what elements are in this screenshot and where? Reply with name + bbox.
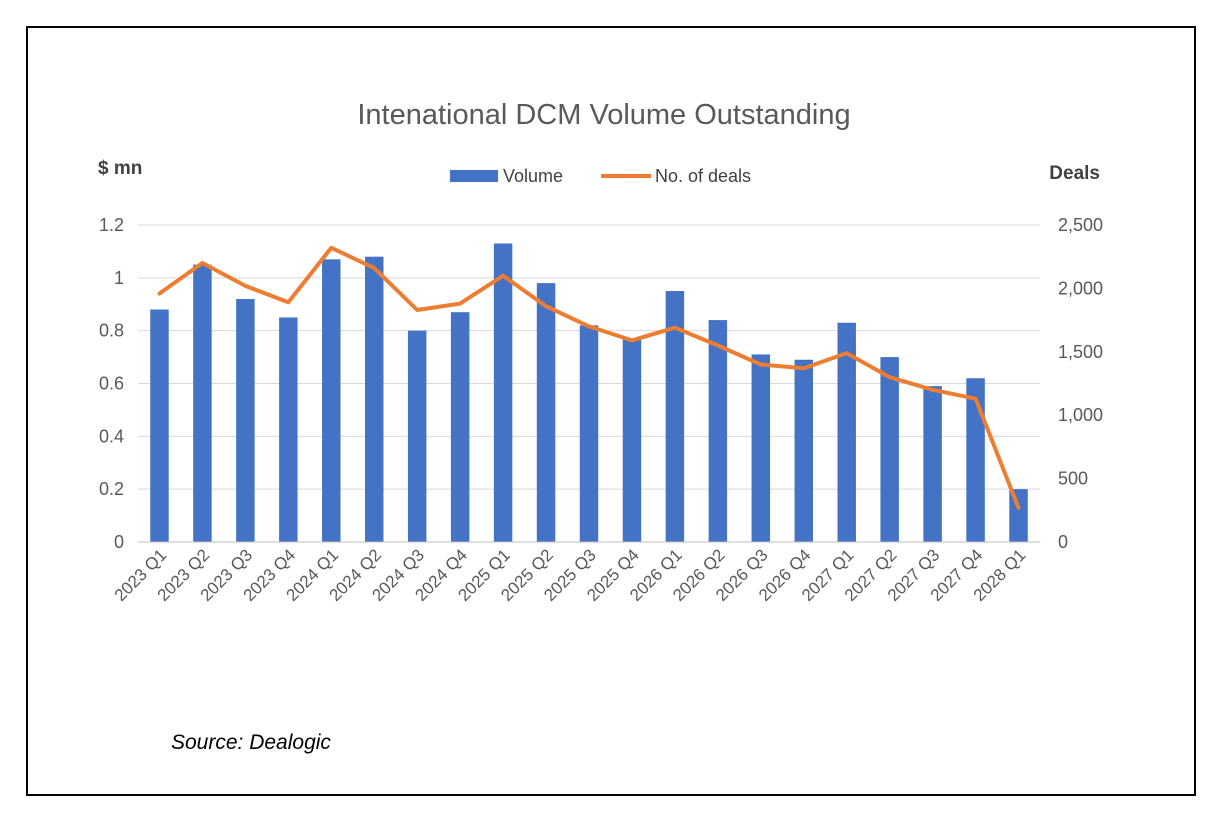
volume-bar bbox=[751, 354, 771, 542]
volume-bar bbox=[622, 338, 642, 542]
legend-volume-swatch bbox=[450, 170, 498, 182]
volume-bar bbox=[837, 322, 856, 542]
y-left-tick-label: 0.6 bbox=[99, 374, 124, 394]
y-left-tick-label: 0.2 bbox=[99, 479, 124, 499]
y-right-tick-label: 1,000 bbox=[1058, 405, 1103, 425]
y-right-tick-label: 1,500 bbox=[1058, 342, 1103, 362]
deals-line bbox=[157, 245, 1021, 510]
volume-bar bbox=[493, 243, 513, 542]
source-note: Source: Dealogic bbox=[171, 731, 331, 754]
volume-bar bbox=[150, 309, 169, 542]
y-left-tick-label: 0.8 bbox=[99, 321, 124, 341]
volume-bars bbox=[150, 243, 1028, 542]
volume-bar bbox=[923, 386, 942, 542]
volume-bar bbox=[450, 312, 470, 542]
volume-bar bbox=[708, 320, 728, 542]
chart-frame: 0 0.2 0.4 0.6 0.8 1 1.2 0 500 1,000 1,500 2,000 2,50… bbox=[26, 26, 1196, 796]
y-right-tick-label: 500 bbox=[1058, 469, 1088, 489]
legend-volume-label: Volume bbox=[503, 166, 563, 186]
volume-bar bbox=[1009, 489, 1028, 542]
y-left-tick-label: 0.4 bbox=[99, 426, 124, 446]
y-left-tick-label: 1 bbox=[114, 268, 124, 288]
y-right-axis-label: Deals bbox=[1049, 163, 1100, 184]
y-left-tick-label: 1.2 bbox=[99, 215, 124, 235]
volume-bar bbox=[322, 259, 341, 542]
y-left-axis-label: $ mn bbox=[98, 158, 142, 179]
volume-bar bbox=[365, 256, 384, 542]
y-right-tick-label: 2,000 bbox=[1058, 278, 1103, 298]
volume-bar bbox=[794, 359, 813, 542]
chart: 0 0.2 0.4 0.6 0.8 1 1.2 0 500 1,000 1,500 2,000 2,50… bbox=[98, 99, 1103, 605]
volume-bar bbox=[536, 283, 556, 542]
volume-bar bbox=[579, 325, 599, 542]
legend: Volume No. of deals bbox=[450, 166, 751, 186]
volume-bar bbox=[665, 291, 685, 542]
volume-bar bbox=[279, 317, 298, 542]
volume-bar bbox=[407, 330, 427, 542]
y-right-tick-label: 0 bbox=[1058, 532, 1068, 552]
y-left-tick-label: 0 bbox=[114, 532, 124, 552]
y-right-tick-label: 2,500 bbox=[1058, 215, 1103, 235]
volume-bar bbox=[236, 298, 255, 542]
legend-deals-label: No. of deals bbox=[655, 166, 751, 186]
deals-line-path bbox=[157, 245, 1021, 510]
volume-bar bbox=[880, 357, 899, 542]
volume-bar bbox=[193, 264, 212, 542]
volume-bar bbox=[966, 378, 985, 542]
chart-title: Intenational DCM Volume Outstanding bbox=[357, 99, 850, 131]
